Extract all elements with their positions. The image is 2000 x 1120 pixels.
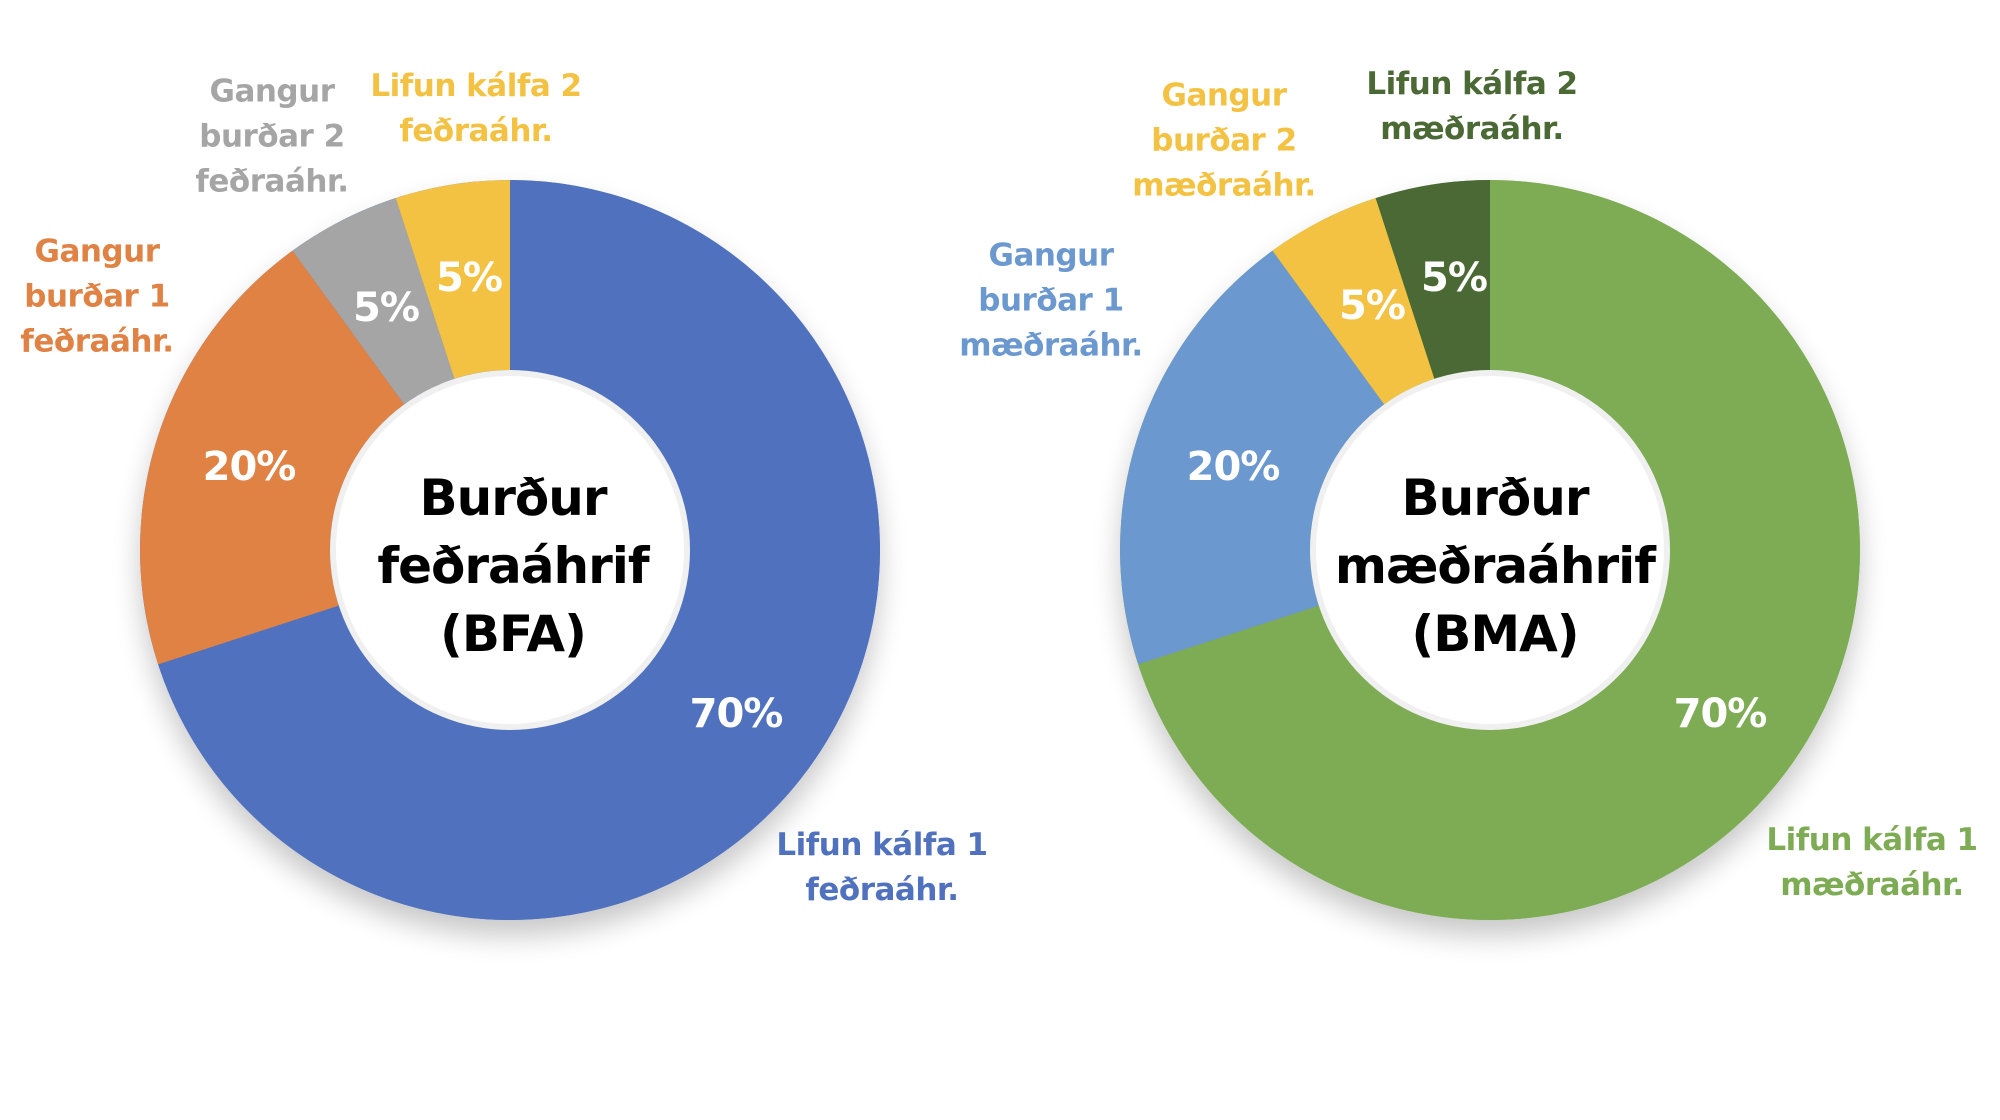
label-line: burðar 2	[199, 118, 345, 155]
donut-slice	[395, 180, 510, 379]
donut-hole	[1310, 370, 1670, 730]
label-line: burðar 2	[1151, 122, 1297, 159]
donut-center-title-bma: Burður mæðraáhrif (BMA)	[1334, 464, 1656, 668]
label-line: Gangur	[209, 73, 335, 110]
title-line: feðraáhrif	[377, 537, 649, 595]
donut-slice	[1138, 180, 1861, 920]
slice-pct-5-gray-bfa: 5%	[353, 285, 420, 331]
label-line: feðraáhr.	[805, 872, 959, 908]
donut-chart-bma	[1120, 180, 1861, 920]
label-line: feðraáhr.	[399, 113, 553, 149]
donut-chart-bfa	[139, 180, 880, 920]
label-line: mæðraáhr.	[959, 327, 1143, 364]
label-line: Gangur	[988, 237, 1114, 274]
donut-slice	[139, 250, 405, 665]
donut-slice	[1120, 250, 1385, 665]
slice-pct-70-bfa: 70%	[689, 691, 784, 737]
label-line: Lifun kálfa 1	[1766, 822, 1978, 858]
donut-slice	[1375, 180, 1490, 379]
label-line: mæðraáhr.	[1780, 867, 1964, 903]
slice-label-gangur-burdar-2-fedraahr: Gangur burðar 2 feðraáhr.	[195, 70, 349, 205]
label-line: mæðraáhr.	[1132, 167, 1316, 204]
donut-hole-shade	[1310, 370, 1670, 730]
slice-pct-20-bfa: 20%	[202, 444, 297, 490]
title-line: (BFA)	[440, 605, 587, 663]
label-line: mæðraáhr.	[1380, 111, 1564, 147]
donut-hole-shade	[330, 370, 690, 730]
slice-label-lifun-kalfa-1-fedraahr: Lifun kálfa 1 feðraáhr.	[776, 823, 988, 913]
slice-label-gangur-burdar-1-fedraahr: Gangur burðar 1 feðraáhr.	[20, 230, 174, 365]
title-line: (BMA)	[1411, 605, 1579, 663]
donut-slice	[1272, 198, 1435, 405]
slice-pct-70-bma: 70%	[1673, 691, 1768, 737]
label-line: feðraáhr.	[195, 163, 349, 200]
slice-label-gangur-burdar-1-maedraahr: Gangur burðar 1 mæðraáhr.	[959, 234, 1143, 369]
label-line: Lifun kálfa 1	[776, 827, 988, 863]
label-line: burðar 1	[24, 278, 170, 315]
title-line: mæðraáhrif	[1334, 537, 1656, 595]
slice-label-lifun-kalfa-2-fedraahr: Lifun kálfa 2 feðraáhr.	[370, 64, 582, 154]
label-line: Lifun kálfa 2	[1366, 66, 1578, 102]
label-line: Lifun kálfa 2	[370, 68, 582, 104]
label-line: Gangur	[34, 233, 160, 270]
donut-slice	[158, 180, 880, 920]
slice-label-lifun-kalfa-1-maedraahr: Lifun kálfa 1 mæðraáhr.	[1766, 818, 1978, 908]
slice-pct-5-yellow-bma: 5%	[1339, 283, 1406, 329]
slice-pct-20-bma: 20%	[1186, 444, 1281, 490]
donut-slice	[292, 198, 455, 405]
label-line: Gangur	[1161, 77, 1287, 114]
title-line: Burður	[419, 469, 608, 527]
slice-pct-5-darkgreen-bma: 5%	[1421, 255, 1488, 301]
donut-center-title-bfa: Burður feðraáhrif (BFA)	[377, 464, 649, 668]
label-line: feðraáhr.	[20, 323, 174, 360]
slice-pct-5-yellow-bfa: 5%	[436, 255, 503, 301]
donut-hole	[330, 370, 690, 730]
slice-label-gangur-burdar-2-maedraahr: Gangur burðar 2 mæðraáhr.	[1132, 74, 1316, 209]
title-line: Burður	[1401, 469, 1590, 527]
slice-label-lifun-kalfa-2-maedraahr: Lifun kálfa 2 mæðraáhr.	[1366, 62, 1578, 152]
label-line: burðar 1	[978, 282, 1124, 319]
